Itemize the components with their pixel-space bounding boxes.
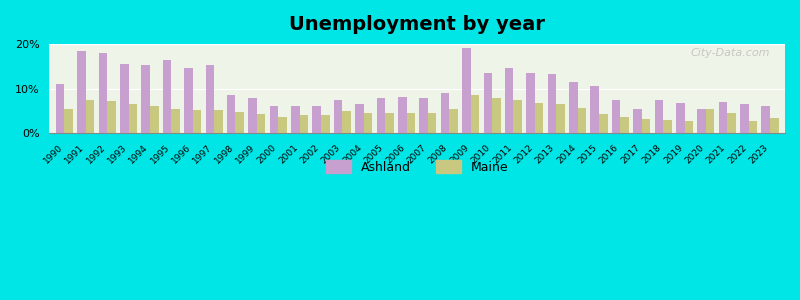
Bar bbox=[278, 117, 287, 133]
Bar bbox=[184, 68, 193, 133]
Bar bbox=[334, 100, 342, 133]
Bar bbox=[321, 116, 330, 133]
Bar bbox=[142, 65, 150, 133]
Bar bbox=[740, 104, 749, 133]
Bar bbox=[150, 106, 158, 133]
Bar bbox=[470, 95, 479, 133]
Bar bbox=[762, 106, 770, 133]
Bar bbox=[676, 103, 685, 133]
Bar bbox=[642, 119, 650, 133]
Bar bbox=[56, 84, 65, 133]
Bar bbox=[214, 110, 222, 133]
Bar bbox=[406, 113, 415, 133]
Bar bbox=[612, 100, 620, 133]
Bar bbox=[698, 109, 706, 133]
Bar bbox=[633, 109, 642, 133]
Bar bbox=[257, 115, 266, 133]
Bar bbox=[120, 64, 129, 133]
Bar bbox=[749, 121, 758, 133]
Bar bbox=[706, 109, 714, 133]
Bar bbox=[227, 95, 235, 133]
Text: City-Data.com: City-Data.com bbox=[690, 48, 770, 59]
Bar bbox=[78, 51, 86, 133]
Bar bbox=[770, 118, 778, 133]
Bar bbox=[654, 100, 663, 133]
Bar bbox=[107, 101, 116, 133]
Bar bbox=[65, 109, 73, 133]
Bar bbox=[300, 116, 308, 133]
Bar bbox=[171, 109, 180, 133]
Bar bbox=[450, 109, 458, 133]
Bar bbox=[86, 100, 94, 133]
Bar bbox=[248, 98, 257, 133]
Bar bbox=[355, 104, 364, 133]
Bar bbox=[599, 115, 607, 133]
Bar bbox=[270, 106, 278, 133]
Bar bbox=[548, 74, 556, 133]
Bar bbox=[492, 98, 501, 133]
Bar bbox=[235, 112, 244, 133]
Bar bbox=[377, 98, 385, 133]
Bar bbox=[313, 106, 321, 133]
Bar bbox=[206, 65, 214, 133]
Bar bbox=[514, 100, 522, 133]
Bar bbox=[526, 73, 535, 133]
Title: Unemployment by year: Unemployment by year bbox=[290, 15, 545, 34]
Bar bbox=[483, 73, 492, 133]
Bar bbox=[727, 113, 736, 133]
Bar bbox=[462, 48, 470, 133]
Bar bbox=[129, 104, 137, 133]
Bar bbox=[364, 113, 372, 133]
Bar bbox=[556, 104, 565, 133]
Bar bbox=[535, 103, 543, 133]
Bar bbox=[578, 108, 586, 133]
Bar bbox=[569, 82, 578, 133]
Bar bbox=[98, 53, 107, 133]
Bar bbox=[162, 59, 171, 133]
Bar bbox=[441, 93, 450, 133]
Bar bbox=[505, 68, 514, 133]
Bar bbox=[291, 106, 300, 133]
Bar bbox=[193, 110, 202, 133]
Bar bbox=[590, 86, 599, 133]
Bar bbox=[398, 97, 406, 133]
Bar bbox=[685, 121, 693, 133]
Bar bbox=[718, 102, 727, 133]
Bar bbox=[419, 98, 428, 133]
Bar bbox=[428, 113, 437, 133]
Bar bbox=[663, 120, 672, 133]
Bar bbox=[342, 111, 351, 133]
Bar bbox=[385, 113, 394, 133]
Legend: Ashland, Maine: Ashland, Maine bbox=[321, 155, 514, 179]
Bar bbox=[620, 117, 629, 133]
